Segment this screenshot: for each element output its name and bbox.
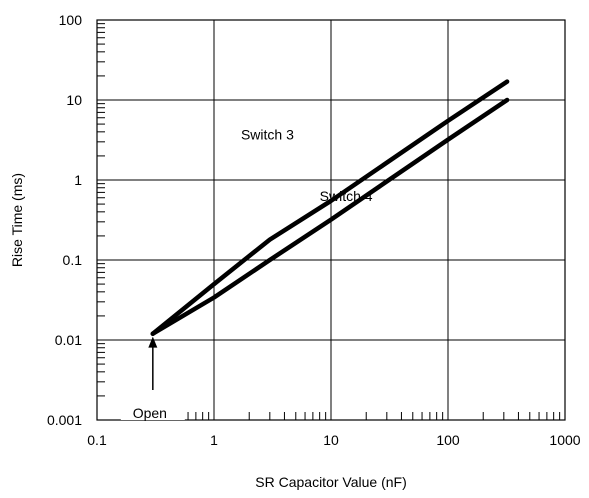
x-tick-label: 1 [210,432,218,448]
x-tick-label: 100 [436,432,460,448]
y-tick-label: 0.001 [47,412,82,428]
y-tick-label: 10 [66,92,82,108]
x-tick-label: 10 [323,432,339,448]
series-line-2 [150,97,510,336]
y-axis-title: Rise Time (ms) [9,173,25,267]
y-tick-label: 0.01 [55,332,82,348]
x-tick-label: 1000 [549,432,580,448]
series-label-1: Switch 3 [241,127,294,143]
tick-labels: 0.1 1 10 100 1000 0.001 0.01 0.1 1 10 100 [47,12,581,448]
x-tick-label: 0.1 [87,432,107,448]
grid-lines [96,19,566,421]
series-label-2: Switch 4 [320,188,373,204]
y-tick-label: 100 [59,12,83,28]
annotations: Switch 3 Switch 4 Open [120,127,373,421]
open-label-background [120,402,185,420]
open-label: Open [133,405,167,421]
open-arrow-head [148,336,158,348]
series-line-1 [150,79,510,336]
series-group [150,79,510,336]
y-tick-label: 0.1 [63,252,83,268]
y-tick-label: 1 [74,172,82,188]
x-axis-title: SR Capacitor Value (nF) [255,474,406,490]
